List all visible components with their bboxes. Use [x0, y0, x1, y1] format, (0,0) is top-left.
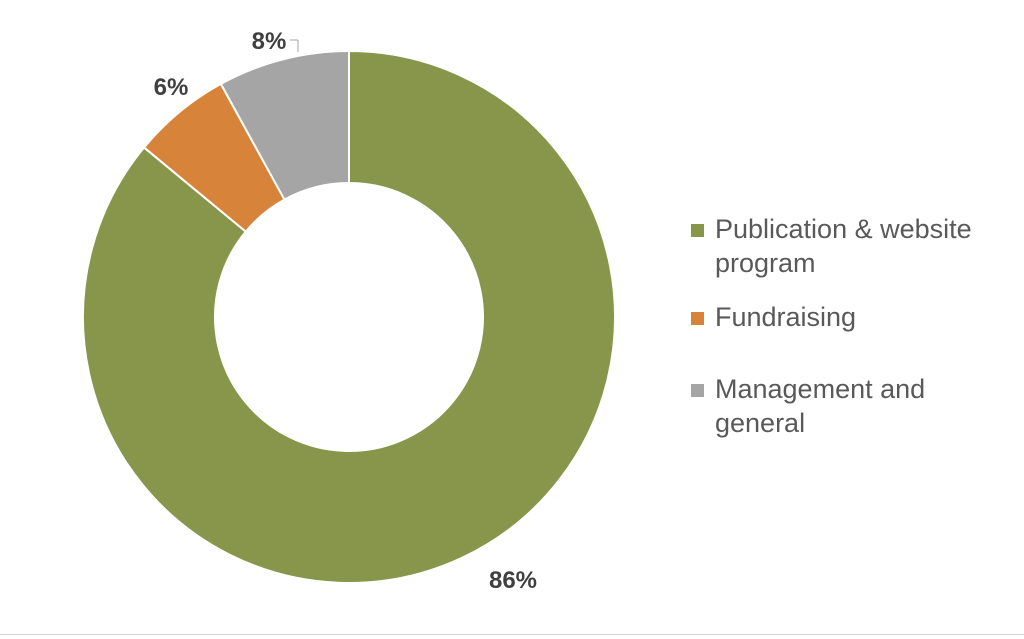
legend-label-fundraising: Fundraising: [715, 302, 857, 332]
legend: Publication & website program Fundraisin…: [688, 212, 1018, 440]
data-label-management: 8%: [252, 28, 287, 55]
donut-slices: [82, 49, 616, 584]
slice-management: [219, 49, 350, 201]
legend-item-management: Management and general: [688, 372, 1018, 440]
slice-publication: [82, 49, 616, 584]
data-label-fundraising: 6%: [154, 74, 189, 101]
legend-item-fundraising: Fundraising: [688, 300, 1018, 334]
legend-label-management: Management and general: [715, 374, 926, 438]
legend-item-publication: Publication & website program: [688, 212, 1018, 280]
legend-swatch-management: [691, 384, 704, 397]
baseline-divider: [0, 634, 1024, 635]
legend-swatch-fundraising: [691, 312, 704, 325]
legend-label-publication: Publication & website program: [715, 214, 972, 278]
legend-swatch-publication: [691, 224, 704, 237]
data-label-publication: 86%: [489, 567, 537, 594]
